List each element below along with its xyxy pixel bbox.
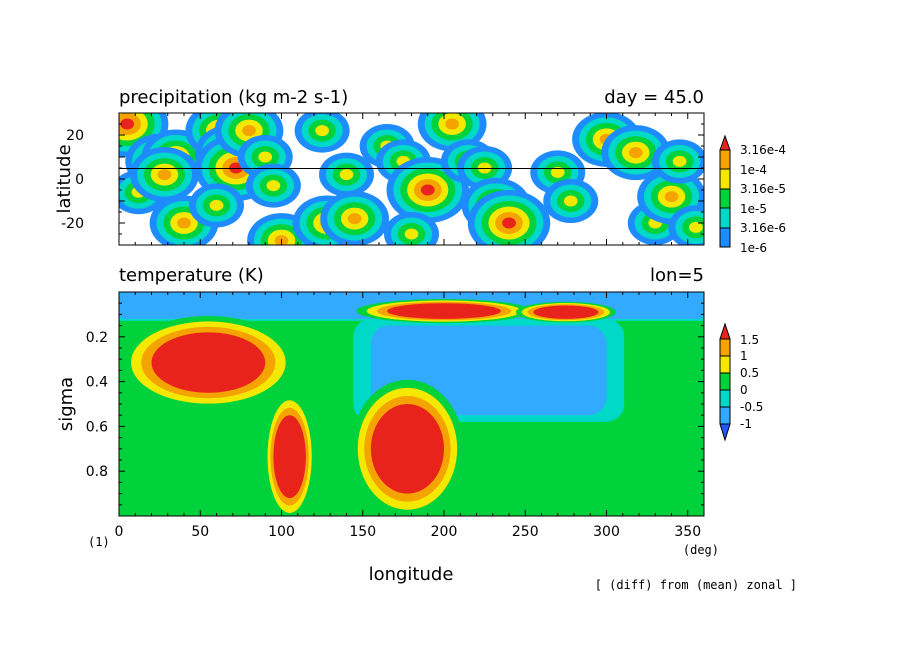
temp-cbar-label-0: 0: [740, 383, 748, 397]
precip-cbar-box-3: [720, 189, 730, 208]
temp-contour-5-0: [273, 415, 306, 498]
temp-cbar-label-1: 1: [740, 349, 748, 363]
precip-cbar-label-5: 3.16e-6: [740, 221, 786, 235]
precip-cbar-box-4: [720, 208, 730, 228]
precip-contour-30-4: [629, 147, 643, 158]
frame-number-label: (1): [88, 535, 110, 549]
temp-xtick-0: 0: [115, 524, 124, 540]
temp-ytick-0.8: 0.8: [86, 464, 108, 480]
precip-ytick-0: 0: [75, 172, 84, 188]
precip-colorbar: [720, 136, 730, 247]
temp-title: temperature (K): [119, 265, 264, 286]
temp-contour-6-0: [371, 404, 444, 494]
precip-cbar-label-6: 1e-6: [740, 241, 767, 255]
temp-xtick-100: 100: [268, 524, 295, 540]
precip-contour-11-3: [258, 152, 272, 163]
precip-cbar-label-3: 3.16e-5: [740, 182, 786, 196]
temp-cbar-label-1.5: 1.5: [740, 333, 759, 347]
precip-cbar-swatch-0: [720, 136, 730, 150]
temp-x-unit: (deg): [683, 543, 719, 557]
precip-contour-17-4: [348, 213, 362, 224]
temp-ytick-0.4: 0.4: [86, 375, 108, 391]
precip-contour-10-4: [242, 125, 256, 136]
temp-cbar-box-4: [720, 390, 730, 407]
temp-colorbar: [720, 324, 730, 440]
precip-ytick-minus20: -20: [61, 216, 84, 232]
temp-cbar-box-1: [720, 339, 730, 356]
precip-ylabel: latitude: [54, 144, 75, 213]
temp-cbar-label-minus0.5: -0.5: [740, 400, 763, 414]
temp-cbar-label-0.5: 0.5: [740, 366, 759, 380]
temp-xtick-200: 200: [431, 524, 458, 540]
temp-cbar-box-5: [720, 407, 730, 424]
precip-cbar-box-2: [720, 169, 730, 189]
precip-cbar-label-2: 1e-4: [740, 163, 767, 177]
temp-xtick-50: 50: [191, 524, 209, 540]
precip-contour-26-5: [502, 218, 516, 229]
precip-contour-22-4: [445, 119, 459, 130]
precip-contour-0-5: [120, 119, 134, 130]
precip-contour-21-3: [405, 229, 419, 240]
temp-xtick-350: 350: [674, 524, 701, 540]
temp-ytick-0.2: 0.2: [86, 330, 108, 346]
precip-title: precipitation (kg m-2 s-1): [119, 87, 348, 108]
temp-xtick-300: 300: [593, 524, 620, 540]
precip-cbar-label-1: 3.16e-4: [740, 143, 786, 157]
precip-contour-32-4: [665, 191, 679, 202]
precip-contour-28-3: [564, 196, 578, 207]
temp-annotation: [ (diff) from (mean) zonal ]: [595, 578, 797, 592]
precip-contour-4-4: [158, 169, 172, 180]
precip-contour-16-3: [340, 169, 354, 180]
temp-xtick-150: 150: [349, 524, 376, 540]
temp-xtick-250: 250: [512, 524, 539, 540]
precip-contour-5-4: [177, 218, 191, 229]
precip-day-label: day = 45.0: [604, 87, 704, 108]
temp-contour-3-0: [533, 305, 598, 318]
temp-contour-4-0: [152, 332, 266, 392]
precip-contour-15-3: [315, 125, 329, 136]
precip-contour-20-5: [421, 185, 435, 196]
temp-cbar-swatch-6: [720, 424, 730, 440]
temp-lon-label: lon=5: [650, 265, 704, 286]
precip-ytick-20: 20: [66, 128, 84, 144]
precip-cbar-label-4: 1e-5: [740, 202, 767, 216]
temp-contour-2-0: [387, 303, 501, 319]
temp-cbar-box-3: [720, 373, 730, 390]
precip-contour-33-3: [673, 156, 687, 167]
precip-cbar-box-5: [720, 228, 730, 247]
temp-xlabel: longitude: [369, 564, 454, 585]
temp-cbar-label-minus1: -1: [740, 417, 752, 431]
precip-cbar-box-1: [720, 150, 730, 169]
temp-ylabel: sigma: [56, 377, 77, 431]
precip-contour-12-3: [267, 180, 281, 191]
precip-contour-34-3: [689, 222, 703, 233]
precip-contour-9-3: [210, 200, 224, 211]
temp-cbar-box-2: [720, 356, 730, 373]
temp-cbar-swatch-0: [720, 324, 730, 339]
temp-ytick-0.6: 0.6: [86, 419, 108, 435]
